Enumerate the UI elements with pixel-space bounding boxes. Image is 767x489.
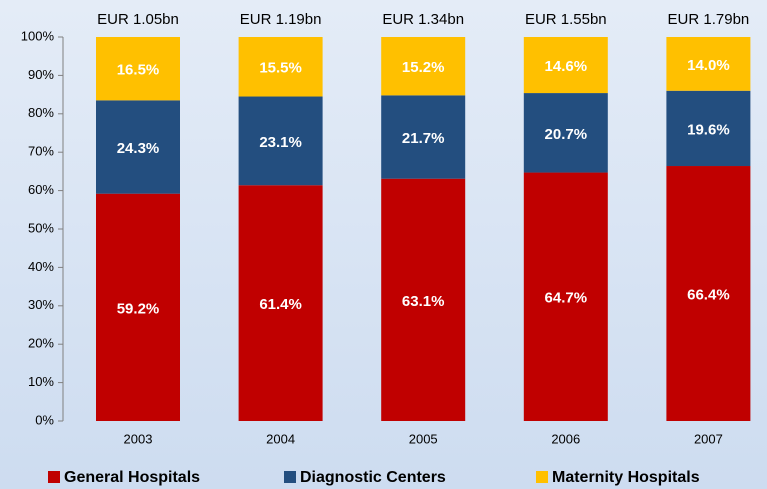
data-label: 14.0% bbox=[687, 57, 730, 74]
bar-segment bbox=[523, 93, 608, 173]
y-tick-label: 60% bbox=[28, 182, 54, 197]
bar-segment bbox=[96, 100, 180, 194]
data-label: 16.5% bbox=[117, 62, 160, 79]
data-label: 59.2% bbox=[117, 300, 160, 317]
total-annotation: EUR 1.05bn bbox=[97, 11, 179, 28]
bar-segment bbox=[238, 37, 323, 97]
y-tick-label: 40% bbox=[28, 259, 54, 274]
data-label: 61.4% bbox=[259, 296, 302, 313]
y-tick-label: 50% bbox=[28, 220, 54, 235]
bar-segment bbox=[381, 95, 466, 179]
bar-segment bbox=[238, 96, 323, 186]
data-label: 14.6% bbox=[545, 58, 588, 75]
y-tick-label: 10% bbox=[28, 374, 54, 389]
data-label: 20.7% bbox=[545, 126, 588, 143]
legend-swatch bbox=[284, 471, 296, 483]
y-tick-label: 30% bbox=[28, 297, 54, 312]
data-label: 63.1% bbox=[402, 293, 445, 310]
data-label: 66.4% bbox=[687, 286, 730, 303]
data-label: 64.7% bbox=[545, 290, 588, 307]
data-label: 15.2% bbox=[402, 59, 445, 76]
data-label: 19.6% bbox=[687, 121, 730, 138]
x-tick-label: 2007 bbox=[694, 431, 723, 446]
x-tick-label: 2006 bbox=[551, 431, 580, 446]
legend-label: General Hospitals bbox=[64, 469, 200, 486]
x-tick-label: 2003 bbox=[124, 431, 153, 446]
bar-segment bbox=[238, 185, 323, 421]
y-tick-label: 20% bbox=[28, 336, 54, 351]
data-label: 23.1% bbox=[259, 134, 302, 151]
bar-segment bbox=[523, 37, 608, 94]
total-annotation: EUR 1.79bn bbox=[668, 11, 750, 28]
data-label: 21.7% bbox=[402, 130, 445, 147]
bar-segment bbox=[96, 193, 180, 421]
bar-segment bbox=[381, 178, 466, 421]
total-annotation: EUR 1.55bn bbox=[525, 11, 607, 28]
y-tick-label: 100% bbox=[21, 28, 55, 43]
legend-swatch bbox=[48, 471, 60, 483]
total-annotation: EUR 1.19bn bbox=[240, 11, 322, 28]
bar-segment bbox=[666, 166, 751, 421]
x-tick-label: 2004 bbox=[266, 431, 295, 446]
bar-segment bbox=[666, 90, 751, 167]
bar-segment bbox=[523, 172, 608, 421]
y-tick-label: 0% bbox=[35, 412, 54, 427]
data-label: 24.3% bbox=[117, 140, 160, 157]
data-label: 15.5% bbox=[259, 60, 302, 77]
bar-segment bbox=[381, 37, 466, 96]
bar-segment bbox=[96, 37, 180, 101]
legend-label: Maternity Hospitals bbox=[552, 469, 700, 486]
y-tick-label: 70% bbox=[28, 144, 54, 159]
total-annotation: EUR 1.34bn bbox=[382, 11, 464, 28]
x-tick-label: 2005 bbox=[409, 431, 438, 446]
legend-swatch bbox=[536, 471, 548, 483]
y-tick-label: 80% bbox=[28, 105, 54, 120]
y-tick-label: 90% bbox=[28, 67, 54, 82]
bar-segment bbox=[666, 37, 751, 91]
legend-label: Diagnostic Centers bbox=[300, 469, 446, 486]
